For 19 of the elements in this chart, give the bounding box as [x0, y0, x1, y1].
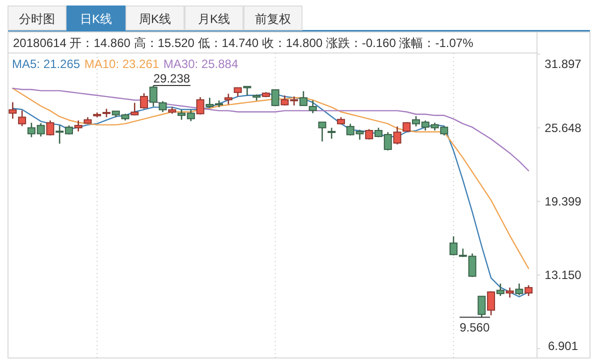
tab: 日K线	[66, 6, 126, 30]
tab: 周K线	[126, 6, 184, 30]
y-tick-label: 6.901	[548, 339, 578, 353]
y-tick-label: 31.897	[544, 57, 582, 71]
text: MA30: 25.884	[163, 57, 238, 71]
chart-title: 20180614 开：14.860 高：15.520 低：14.740 收：14.800 涨跌：-0.160 涨幅：-1.07%	[13, 36, 474, 50]
extreme-label: 9.560	[459, 316, 490, 334]
tab: 分时图	[8, 6, 66, 30]
y-tick-label: 25.648	[544, 120, 582, 135]
tab: 月K线	[184, 6, 244, 30]
line-series	[12, 88, 530, 270]
annotation: 9.560	[460, 320, 490, 334]
text: MA10: 23.261	[84, 57, 160, 71]
y-tick-label: 19.399	[544, 194, 582, 208]
y-tick-label: 13.150	[544, 268, 582, 282]
line-series	[12, 88, 530, 172]
text: MA5: 21.265	[12, 57, 80, 71]
tab: 前复权	[244, 6, 302, 30]
extreme-label: 29.238	[152, 72, 191, 86]
